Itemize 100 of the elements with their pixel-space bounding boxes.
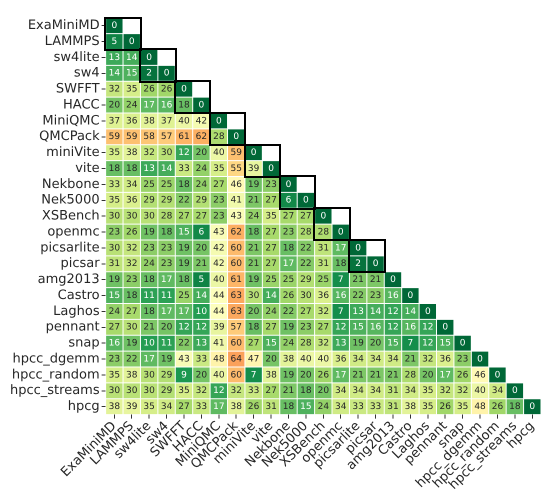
data-label: 40: [178, 116, 190, 126]
data-label: 29: [160, 386, 173, 396]
data-label: 35: [422, 386, 434, 396]
data-label: 20: [300, 370, 312, 380]
data-label: 16: [370, 322, 382, 333]
data-label: 20: [196, 148, 208, 158]
data-label: 0: [494, 370, 501, 380]
data-label: 43: [230, 212, 242, 222]
data-label: 31: [387, 402, 399, 412]
data-label: 15: [387, 338, 399, 349]
data-label: 58: [143, 132, 156, 142]
data-label: 21: [370, 370, 382, 380]
data-label: 25: [282, 275, 294, 286]
data-label: 38: [143, 116, 156, 126]
data-label: 16: [108, 338, 120, 349]
data-label: 39: [126, 402, 138, 412]
data-label: 63: [230, 306, 242, 317]
data-label: 39: [248, 164, 260, 174]
data-label: 23: [456, 354, 468, 364]
data-label: 24: [143, 259, 156, 270]
data-label: 16: [160, 100, 173, 110]
data-label: 7: [408, 338, 414, 349]
data-label: 7: [338, 306, 344, 317]
data-label: 18: [334, 259, 347, 270]
data-label: 17: [334, 243, 346, 254]
data-label: 26: [160, 84, 173, 95]
data-label: 44: [213, 290, 225, 301]
data-label: 35: [108, 148, 120, 158]
y-tick-label: hpcc_streams: [10, 383, 100, 398]
data-label: 32: [108, 84, 120, 95]
data-label: 34: [126, 180, 138, 190]
data-label: 27: [265, 386, 277, 396]
data-label: 27: [178, 212, 190, 222]
data-label: 7: [250, 370, 257, 380]
data-label: 0: [111, 21, 118, 32]
data-label: 38: [126, 148, 138, 158]
data-label: 2: [146, 68, 152, 79]
data-label: 0: [320, 212, 326, 222]
data-label: 23: [108, 227, 120, 238]
data-label: 18: [126, 290, 138, 301]
data-label: 32: [196, 386, 208, 396]
data-label: 63: [230, 290, 242, 301]
data-label: 39: [213, 322, 225, 333]
data-label: 60: [230, 259, 242, 270]
data-label: 27: [265, 196, 277, 206]
data-label: 25: [178, 290, 190, 301]
data-label: 15: [300, 402, 312, 412]
data-label: 35: [265, 212, 277, 222]
data-label: 40: [213, 148, 225, 158]
data-label: 33: [108, 180, 120, 190]
data-label: 23: [143, 243, 155, 254]
data-label: 60: [230, 243, 242, 254]
data-label: 0: [355, 243, 362, 254]
data-label: 26: [282, 290, 294, 301]
data-label: 21: [387, 370, 399, 380]
data-label: 0: [181, 84, 188, 95]
data-label: 12: [178, 148, 190, 158]
data-label: 26: [248, 402, 260, 412]
data-label: 20: [248, 306, 260, 317]
data-label: 17: [178, 306, 190, 317]
data-label: 34: [387, 354, 399, 364]
y-tick-label: HACC: [63, 97, 100, 112]
data-label: 2: [355, 259, 362, 270]
data-label: 27: [300, 212, 312, 222]
data-label: 30: [143, 386, 156, 396]
data-label: 22: [178, 196, 190, 206]
y-tick-label: sw4: [74, 66, 100, 81]
data-label: 0: [146, 52, 152, 63]
data-label: 15: [126, 68, 138, 79]
y-tick-label: miniVite: [46, 145, 100, 160]
data-label: 30: [108, 386, 120, 396]
data-label: 29: [143, 196, 156, 206]
data-label: 25: [318, 275, 330, 286]
y-tick-label: vite: [75, 160, 100, 176]
data-label: 30: [126, 212, 138, 222]
data-label: 37: [160, 116, 172, 126]
data-label: 19: [282, 370, 294, 380]
data-label: 62: [196, 132, 208, 142]
data-label: 27: [282, 212, 294, 222]
y-tick-label: QMCPack: [39, 129, 100, 144]
data-label: 41: [230, 196, 242, 206]
data-label: 27: [108, 322, 120, 333]
data-label: 24: [248, 212, 260, 222]
data-label: 28: [300, 338, 312, 349]
y-tick-label: Castro: [58, 288, 100, 303]
data-label: 24: [108, 306, 120, 317]
data-label: 27: [248, 338, 260, 349]
data-label: 0: [198, 100, 205, 110]
data-label: 5: [198, 275, 204, 286]
data-label: 27: [265, 243, 277, 254]
data-label: 21: [196, 259, 208, 270]
data-label: 33: [178, 164, 190, 174]
data-label: 30: [248, 290, 260, 301]
data-label: 29: [160, 370, 173, 380]
y-tick-label: ExaMiniMD: [28, 18, 100, 34]
data-label: 0: [303, 196, 310, 206]
data-label: 21: [282, 386, 294, 396]
data-label: 25: [143, 180, 155, 190]
data-label: 17: [143, 354, 155, 364]
data-label: 30: [143, 212, 156, 222]
